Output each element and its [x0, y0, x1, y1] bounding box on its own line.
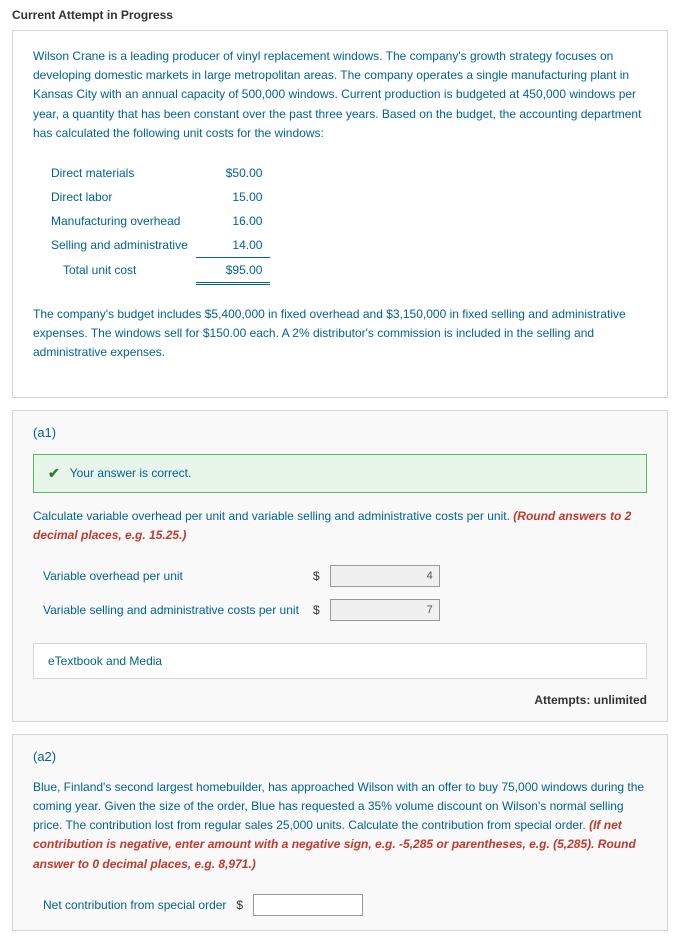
net-contribution-label: Net contribution from special order	[43, 898, 226, 912]
a2-input-row: Net contribution from special order $	[13, 888, 667, 930]
a1-answer-input[interactable]	[330, 565, 440, 587]
cost-row: Direct materials$50.00	[43, 161, 270, 185]
cost-value: $50.00	[196, 161, 271, 185]
check-icon: ✔	[48, 465, 60, 482]
cost-label: Manufacturing overhead	[43, 209, 196, 233]
cost-value: 14.00	[196, 233, 271, 258]
dollar-sign: $	[236, 898, 243, 912]
part-a1-box: (a1) ✔ Your answer is correct. Calculate…	[12, 410, 668, 722]
cost-label: Selling and administrative	[43, 233, 196, 258]
cost-row: Total unit cost$95.00	[43, 257, 270, 283]
attempts-label: Attempts: unlimited	[13, 689, 667, 721]
a1-instruction-text: Calculate variable overhead per unit and…	[33, 509, 513, 523]
a2-instruction-text: Blue, Finland's second largest homebuild…	[33, 780, 644, 832]
problem-statement-box: Wilson Crane is a leading producer of vi…	[12, 30, 668, 398]
cost-value: 16.00	[196, 209, 271, 233]
a1-answer-input[interactable]	[330, 599, 440, 621]
a1-input-row: Variable overhead per unit $	[13, 559, 667, 593]
part-a2-box: (a2) Blue, Finland's second largest home…	[12, 734, 668, 931]
cost-label: Direct materials	[43, 161, 196, 185]
problem-intro: Wilson Crane is a leading producer of vi…	[33, 47, 647, 143]
a2-instruction: Blue, Finland's second largest homebuild…	[13, 778, 667, 888]
cost-value: 15.00	[196, 185, 271, 209]
answer-correct-banner: ✔ Your answer is correct.	[33, 454, 647, 493]
cost-row: Selling and administrative14.00	[43, 233, 270, 258]
dollar-sign: $	[313, 603, 320, 617]
cost-value: $95.00	[196, 257, 271, 283]
part-a2-label: (a2)	[13, 735, 667, 778]
cost-label: Direct labor	[43, 185, 196, 209]
unit-cost-table: Direct materials$50.00Direct labor15.00M…	[43, 161, 270, 285]
net-contribution-input[interactable]	[253, 894, 363, 916]
attempt-header: Current Attempt in Progress	[0, 0, 680, 30]
etextbook-media-button[interactable]: eTextbook and Media	[33, 643, 647, 679]
problem-followup: The company's budget includes $5,400,000…	[33, 305, 647, 363]
cost-label: Total unit cost	[43, 257, 196, 283]
cost-row: Manufacturing overhead16.00	[43, 209, 270, 233]
dollar-sign: $	[313, 569, 320, 583]
success-message: Your answer is correct.	[70, 466, 192, 480]
a1-input-row: Variable selling and administrative cost…	[13, 593, 667, 627]
a1-field-label: Variable selling and administrative cost…	[43, 603, 303, 617]
a1-field-label: Variable overhead per unit	[43, 569, 303, 583]
part-a1-label: (a1)	[13, 411, 667, 454]
cost-row: Direct labor15.00	[43, 185, 270, 209]
a1-instruction: Calculate variable overhead per unit and…	[13, 507, 667, 559]
